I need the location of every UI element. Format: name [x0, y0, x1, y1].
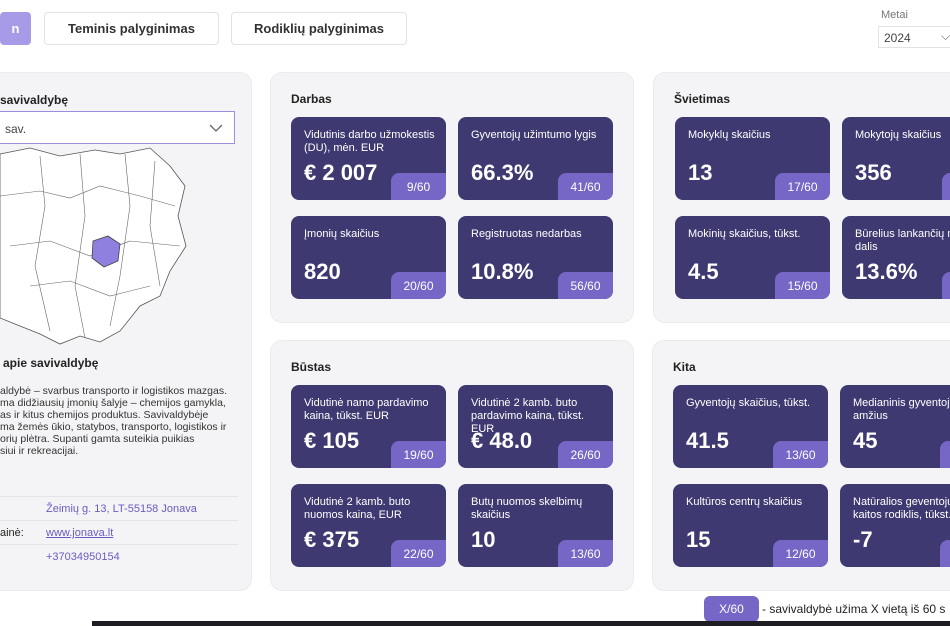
description-line: aldybė – svarbus transporto ir logistiko…: [0, 385, 228, 397]
indicator-card: Vidutinis darbo užmokestis (DU), mėn. EU…: [291, 117, 446, 200]
municipality-select[interactable]: sav.: [0, 111, 235, 144]
chevron: [209, 124, 223, 132]
indicator-card: Butų nuomos skelbimų skaičius 10 13/60: [458, 484, 613, 567]
card-label: Vidutinė 2 kamb. buto nuomos kaina, EUR: [304, 496, 411, 521]
indicator-card: Natūralios geventojų kaitos rodiklis, tū…: [840, 484, 950, 567]
select-value: sav.: [5, 122, 27, 136]
card-value: € 375: [304, 527, 360, 552]
card-label: Mokinių skaičius, tūkst.: [688, 228, 801, 240]
year-value: 2024: [884, 31, 911, 45]
section-title: Kita: [673, 360, 696, 374]
card-value: 41.5: [686, 428, 729, 453]
card-value: 10.8%: [471, 259, 534, 284]
indicator-card: Gyventojų užimtumo lygis 66.3% 41/60: [458, 117, 613, 200]
rank-badge: [942, 272, 950, 299]
map: [0, 147, 187, 345]
rank-badge: [940, 441, 950, 468]
rank-badge: 15/60: [775, 272, 830, 299]
indicator-card: Kultūros centrų skaičius 15 12/60: [673, 484, 828, 567]
indicator-card: Mokyklų skaičius 13 17/60: [675, 117, 830, 200]
card-label: Kultūros centrų skaičius: [686, 496, 803, 508]
section-title: Darbas: [291, 92, 332, 106]
section-title: Būstas: [291, 360, 332, 374]
tab[interactable]: Teminis palyginimas: [44, 12, 219, 45]
rank-badge: 13/60: [558, 540, 613, 567]
card-label: Mokyklų skaičius: [688, 129, 771, 141]
indicator-card: Vidutinė 2 kamb. buto nuomos kaina, EUR €…: [291, 484, 446, 567]
card-value: 10: [471, 527, 496, 552]
tab[interactable]: Rodiklių palyginimas: [231, 12, 407, 45]
rank-badge: 26/60: [558, 441, 613, 468]
card-value: € 2 007: [304, 160, 378, 185]
select-title: savivaldybę: [0, 93, 69, 107]
rank-badge: [940, 540, 950, 567]
card-label: Vidutinė namo pardavimo kaina, tūkst. EU…: [304, 397, 429, 422]
year-label: Metai: [881, 9, 908, 21]
card-value: 4.5: [688, 259, 719, 284]
indicator-card: Įmonių skaičius 820 20/60: [291, 216, 446, 299]
rank-badge: 56/60: [558, 272, 613, 299]
rank-badge: 17/60: [775, 173, 830, 200]
card-label: Įmonių skaičius: [304, 228, 380, 240]
taskbar: [92, 621, 950, 626]
card-value: 45: [853, 428, 878, 453]
card-value: € 105: [304, 428, 360, 453]
rank-badge: 22/60: [391, 540, 446, 567]
rank-badge: 20/60: [391, 272, 446, 299]
card-value: 13.6%: [855, 259, 918, 284]
contact-value: Žeimių g. 13, LT-55158 Jonava: [46, 503, 197, 515]
description-line: ma didžiausių įmonių šalyje – chemijos g…: [0, 397, 226, 409]
contact-row: ainė: www.jonava.lt: [0, 520, 238, 545]
description-line: as ir kitus chemijos produktus. Savivald…: [0, 409, 209, 421]
year-select[interactable]: 2024 ⌵: [878, 26, 950, 48]
description-line: orių plėtra. Supanti gamta suteikia puik…: [0, 433, 195, 445]
rank-badge: 19/60: [391, 441, 446, 468]
contact-value: +37034950154: [46, 551, 120, 563]
card-label: Medianinis gyventojų amžius: [853, 397, 950, 422]
legend-text: - savivaldybė užima X vietą iš 60 s: [762, 602, 946, 616]
about-title: apie savivaldybę: [3, 356, 99, 370]
indicator-card: Registruotas nedarbas 10.8% 56/60: [458, 216, 613, 299]
rank-badge: 9/60: [391, 173, 446, 200]
card-label: Registruotas nedarbas: [471, 228, 582, 240]
card-label: Butų nuomos skelbimų skaičius: [471, 496, 583, 521]
indicator-card: Būrelius lankančių mokinių dalis 13.6%: [842, 216, 950, 299]
contact-value[interactable]: www.jonava.lt: [46, 527, 114, 539]
indicator-card: Mokytojų skaičius 356: [842, 117, 950, 200]
chevron: ⌵: [941, 29, 950, 43]
card-value: 356: [855, 160, 892, 185]
indicator-card: Gyventojų skaičius, tūkst. 41.5 13/60: [673, 385, 828, 468]
card-label: Natūralios geventojų kaitos rodiklis, tū…: [853, 496, 950, 521]
contact-row: Žeimių g. 13, LT-55158 Jonava: [0, 496, 238, 521]
card-label: Mokytojų skaičius: [855, 129, 942, 141]
rank-badge: 12/60: [773, 540, 828, 567]
contact-row: +37034950154: [0, 544, 238, 569]
card-label: Būrelius lankančių mokinių dalis: [855, 228, 950, 253]
contact-label: ainė:: [0, 527, 24, 539]
indicator-card: Vidutinė 2 kamb. buto pardavimo kaina, t…: [458, 385, 613, 468]
indicator-card: Mokinių skaičius, tūkst. 4.5 15/60: [675, 216, 830, 299]
rank-badge: [942, 173, 950, 200]
rank-badge: 41/60: [558, 173, 613, 200]
card-value: 15: [686, 527, 711, 552]
card-value: 66.3%: [471, 160, 534, 185]
indicator-card: Medianinis gyventojų amžius 45: [840, 385, 950, 468]
indicator-card: Vidutinė namo pardavimo kaina, tūkst. EU…: [291, 385, 446, 468]
card-label: Gyventojų skaičius, tūkst.: [686, 397, 811, 409]
description-line: siui ir rekreacijai.: [0, 445, 79, 457]
card-value: 13: [688, 160, 713, 185]
card-value: -7: [853, 527, 873, 552]
rank-badge: 13/60: [773, 441, 828, 468]
section-title: Švietimas: [674, 92, 731, 106]
card-label: Gyventojų užimtumo lygis: [471, 129, 597, 141]
card-value: 820: [304, 259, 341, 284]
legend-badge: X/60: [704, 596, 759, 622]
card-value: € 48.0: [471, 428, 533, 453]
description-line: ma žemės ūkio, statybos, transporto, log…: [0, 421, 227, 433]
card-label: Vidutinis darbo užmokestis (DU), mėn. EU…: [304, 129, 435, 154]
tab-active[interactable]: n: [0, 12, 31, 45]
card-label: Vidutinė 2 kamb. buto pardavimo kaina, t…: [471, 397, 585, 435]
